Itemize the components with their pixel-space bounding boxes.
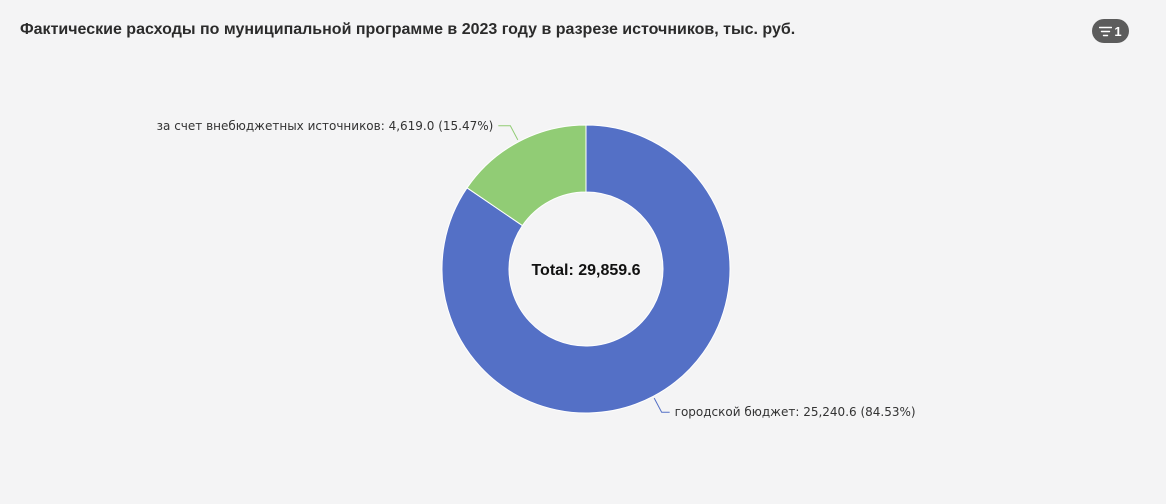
slice-label-1: городской бюджет: 25,240.6 (84.53%) <box>675 405 916 419</box>
leader-line-2 <box>498 125 519 141</box>
filter-count: 1 <box>1114 23 1122 39</box>
leader-line-1 <box>653 397 670 413</box>
chart-title: Фактические расходы по муниципальной про… <box>20 21 796 38</box>
donut-slice-1[interactable] <box>441 124 731 414</box>
donut-slice-2[interactable] <box>466 124 587 227</box>
slice-label-2: за счет внебюджетных источников: 4,619.0… <box>157 119 494 133</box>
filter-icon <box>1099 26 1113 36</box>
filter-button[interactable]: 1 <box>1092 19 1129 43</box>
total-label: Total: 29,859.6 <box>531 262 640 279</box>
